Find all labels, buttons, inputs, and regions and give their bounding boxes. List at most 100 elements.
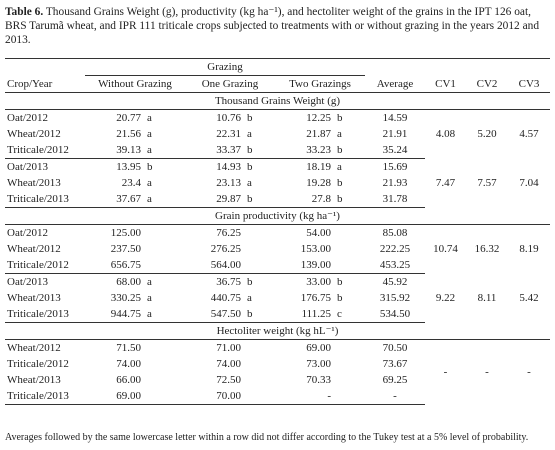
crop-year: Triticale/2012 — [5, 257, 85, 274]
table-row: Oat/2012 125.00 76.25 54.00 85.08 10.74 16.32 8… — [5, 225, 550, 255]
cell-letter: b — [247, 308, 253, 320]
table-row: Triticale/2013 69.00 70.00 - - — [5, 388, 550, 405]
cell-letter: a — [147, 177, 152, 189]
cell-value: 54.00 — [306, 227, 331, 239]
table-footnote: Averages followed by the same lowercase … — [5, 432, 529, 443]
cell-value: 33.37 — [216, 144, 241, 156]
table-caption: Table 6. Thousand Grains Weight (g), pro… — [5, 5, 550, 47]
col-two-grazings: Two Grazings — [275, 75, 365, 93]
cell-value: 21.87 — [306, 128, 331, 140]
table-row: Oat/2013 68.00 a 36.75 b 33.00 b 45.92 9.22 8.11 5… — [5, 274, 550, 304]
crop-year: Oat/2013 — [7, 161, 48, 173]
cell-letter: a — [147, 144, 152, 156]
section-tgw: Thousand Grains Weight (g) — [5, 92, 550, 110]
cell-value: 20.77 — [116, 112, 141, 124]
cell-value: 564.00 — [210, 259, 241, 271]
col-cv3: CV3 — [508, 75, 550, 93]
crop-year: Oat/2012 — [7, 112, 48, 124]
cell-value: 70.00 — [216, 390, 241, 402]
average-value: 315.92 — [379, 292, 411, 304]
cell-value: 237.50 — [110, 243, 141, 255]
cell-value: 176.75 — [300, 292, 331, 304]
cv2-value: 8.11 — [477, 292, 497, 304]
cell-letter: a — [247, 177, 252, 189]
cell-value: 74.00 — [116, 358, 141, 370]
table-row: Wheat/2012 237.50 276.25 153.00 222.25 — [5, 241, 550, 257]
cell-value: 330.25 — [110, 292, 141, 304]
cell-value: - — [327, 390, 331, 402]
average-value: 21.91 — [382, 128, 408, 140]
cell-value: 33.00 — [306, 276, 331, 288]
table-row: Oat/2012 20.77 a 10.76 b 12.25 b 14.59 4.08 5.20 4… — [5, 110, 550, 140]
table-row: Wheat/2013 66.00 72.50 70.33 69.25 — [5, 372, 550, 388]
cv2-value: 5.20 — [477, 128, 497, 141]
cell-value: 276.25 — [210, 243, 241, 255]
cell-letter: a — [247, 128, 252, 140]
average-value: 14.59 — [382, 112, 408, 124]
cell-value: 69.00 — [306, 342, 331, 354]
cell-value: 23.4 — [121, 177, 141, 189]
crop-year: Triticale/2012 — [7, 358, 69, 370]
cell-letter: b — [337, 276, 343, 288]
cv3-value: - — [527, 366, 531, 379]
average-value: - — [365, 388, 425, 405]
cv1-value: 7.47 — [435, 177, 456, 189]
cv3-value: 7.04 — [519, 177, 539, 189]
cell-value: 36.75 — [216, 276, 241, 288]
average-value: 222.25 — [379, 243, 411, 255]
cell-value: 111.25 — [301, 308, 331, 320]
average-value: 73.67 — [382, 358, 408, 370]
crop-year: Oat/2013 — [7, 276, 48, 288]
cell-value: 153.00 — [300, 243, 331, 255]
average-value: 85.08 — [382, 227, 408, 239]
crop-year: Wheat/2013 — [7, 292, 61, 304]
table-row: Triticale/2013 944.75 a 547.50 b 111.25 c 534.5… — [5, 306, 550, 323]
cv2-value: 7.57 — [477, 177, 497, 189]
table-body: Thousand Grains Weight (g) Oat/2012 20.77 a… — [5, 92, 550, 405]
cell-letter: b — [247, 161, 253, 173]
average-value: 534.50 — [365, 306, 425, 323]
cell-letter: a — [337, 128, 342, 140]
cell-value: 70.33 — [306, 374, 331, 386]
cv3-value: 8.19 — [519, 243, 539, 256]
cv1-value: 4.08 — [435, 128, 456, 141]
table-row: Triticale/2013 37.67 a 29.87 b 27.8 b 31.78 — [5, 191, 550, 208]
average-value: 70.50 — [382, 342, 408, 354]
cell-value: 69.00 — [116, 390, 141, 402]
cv3-value: 4.57 — [519, 128, 539, 141]
cell-letter: a — [147, 112, 152, 124]
cell-letter: a — [147, 128, 152, 140]
cell-letter: b — [247, 144, 253, 156]
cell-value: 944.75 — [110, 308, 141, 320]
crop-year: Triticale/2013 — [5, 191, 85, 208]
cell-letter: b — [147, 161, 153, 173]
cv3-value: 5.42 — [519, 292, 539, 304]
cv1-value: - — [443, 366, 448, 379]
cv1-value: 10.74 — [433, 243, 458, 256]
crop-year: Wheat/2013 — [7, 374, 61, 386]
average-value: 21.93 — [382, 177, 408, 189]
cell-value: 66.00 — [116, 374, 141, 386]
cell-value: 39.13 — [116, 144, 141, 156]
cell-letter: b — [337, 112, 343, 124]
average-value: 69.25 — [382, 374, 408, 386]
cell-value: 13.95 — [116, 161, 141, 173]
cell-letter: b — [337, 177, 343, 189]
cell-value: 22.31 — [216, 128, 241, 140]
table-row: Wheat/2012 71.50 71.00 69.00 70.50 - - - — [5, 340, 550, 378]
cell-value: 33.23 — [306, 144, 331, 156]
cell-value: 71.00 — [216, 342, 241, 354]
cell-value: 37.67 — [116, 193, 141, 205]
cell-value: 440.75 — [210, 292, 241, 304]
cell-value: 139.00 — [300, 259, 331, 271]
col-cv1: CV1 — [425, 75, 466, 93]
results-table: Grazing Crop/Year Without Grazing One Gr… — [5, 58, 550, 405]
caption-label: Table 6. — [5, 6, 44, 18]
cell-value: 14.93 — [216, 161, 241, 173]
cell-letter: a — [147, 193, 152, 205]
section-gp: Grain productivity (kg ha⁻¹) — [5, 207, 550, 225]
table-row: Oat/2013 13.95 b 14.93 b 18.19 a 15.69 7.47 7.57 7… — [5, 159, 550, 189]
cell-letter: b — [247, 112, 253, 124]
cell-value: 68.00 — [116, 276, 141, 288]
